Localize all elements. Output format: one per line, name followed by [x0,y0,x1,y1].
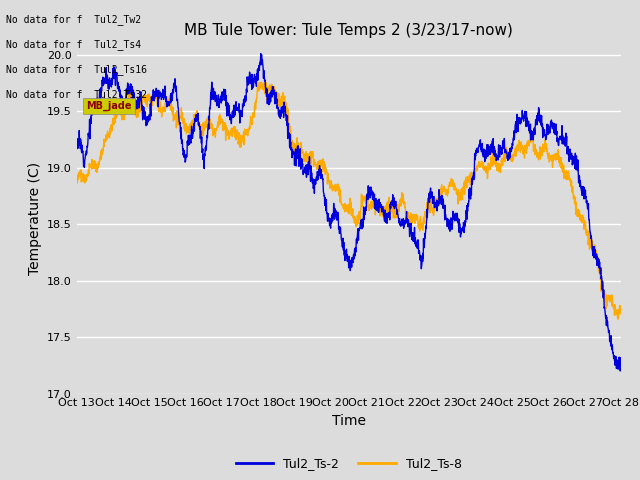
Text: MB_jade: MB_jade [86,101,132,111]
Y-axis label: Temperature (C): Temperature (C) [28,162,42,275]
Text: No data for f  Tul2_Tw2: No data for f Tul2_Tw2 [6,14,141,25]
Legend: Tul2_Ts-2, Tul2_Ts-8: Tul2_Ts-2, Tul2_Ts-8 [231,453,467,475]
Text: No data for f  Tul2_Ts16: No data for f Tul2_Ts16 [6,64,147,75]
Title: MB Tule Tower: Tule Temps 2 (3/23/17-now): MB Tule Tower: Tule Temps 2 (3/23/17-now… [184,23,513,38]
X-axis label: Time: Time [332,414,366,428]
Text: No data for f  Tul2_Ts32: No data for f Tul2_Ts32 [6,89,147,100]
Text: No data for f  Tul2_Ts4: No data for f Tul2_Ts4 [6,39,141,50]
